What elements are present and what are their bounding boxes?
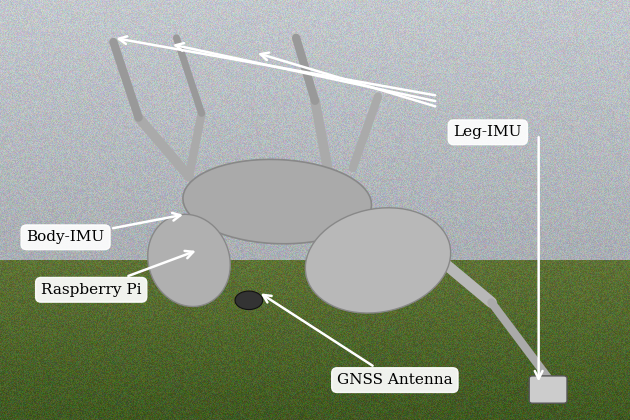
Text: Leg-IMU: Leg-IMU <box>454 125 522 139</box>
FancyBboxPatch shape <box>529 376 567 403</box>
Circle shape <box>235 291 263 310</box>
Ellipse shape <box>306 208 450 313</box>
Ellipse shape <box>148 214 230 307</box>
Text: Body-IMU: Body-IMU <box>26 213 180 244</box>
Text: Raspberry Pi: Raspberry Pi <box>41 251 193 297</box>
Ellipse shape <box>183 160 372 244</box>
Text: GNSS Antenna: GNSS Antenna <box>263 295 453 387</box>
